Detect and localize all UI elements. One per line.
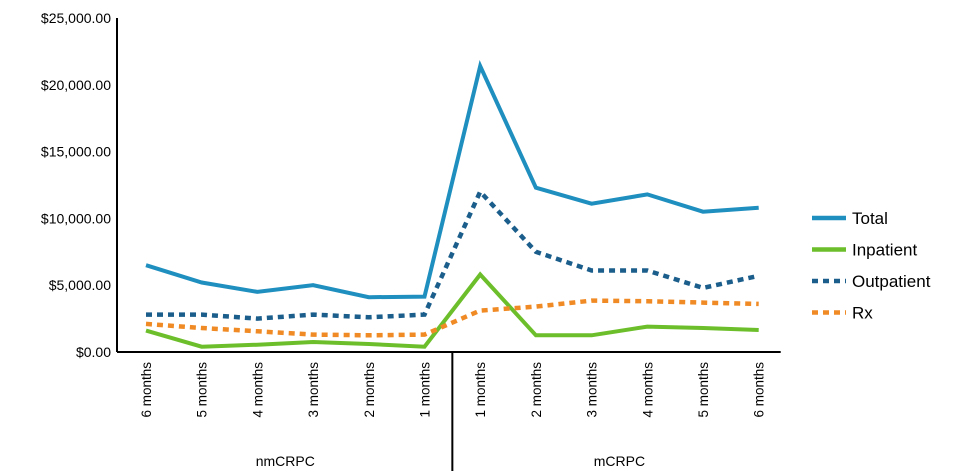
legend-label: Inpatient (852, 241, 917, 260)
series-lines (145, 60, 760, 349)
x-tick-label: 3 months (585, 362, 600, 418)
y-axis-ticks: $0.00 $5,000.00 $10,000.00 $15,000.00 $20,00… (41, 10, 111, 360)
category-group-label: mCRPC (594, 453, 645, 469)
series-line-outpatient (146, 187, 760, 321)
y-tick-label: $5,000.00 (49, 277, 111, 293)
x-tick-label: 1 months (418, 362, 433, 418)
x-tick-label: 5 months (195, 362, 210, 418)
x-tick-label: 2 months (362, 362, 377, 418)
category-groups: nmCRPC mCRPC (256, 352, 645, 471)
x-tick-label: 2 months (529, 362, 544, 418)
chart-legend: Total Inpatient Outpatient Rx (812, 209, 931, 323)
series-line-rx (145, 298, 759, 338)
legend-label: Rx (852, 304, 873, 323)
chart-axes (116, 18, 781, 353)
x-tick-label: 4 months (250, 362, 265, 418)
x-tick-label: 5 months (696, 362, 711, 418)
x-axis-ticks: 6 months 5 months 4 months 3 months 2 months… (139, 362, 767, 418)
x-tick-label: 4 months (640, 362, 655, 418)
x-tick-label: 6 months (752, 362, 767, 418)
x-tick-label: 1 months (473, 362, 488, 418)
series-line-total (145, 60, 759, 300)
y-tick-label: $0.00 (76, 344, 111, 360)
y-tick-label: $15,000.00 (41, 144, 111, 160)
legend-label: Outpatient (852, 272, 931, 291)
x-tick-label: 3 months (306, 362, 321, 418)
y-tick-label: $25,000.00 (41, 10, 111, 26)
x-tick-label: 6 months (139, 362, 154, 418)
y-tick-label: $20,000.00 (41, 77, 111, 93)
legend-label: Total (852, 209, 888, 228)
category-group-label: nmCRPC (256, 453, 315, 469)
series-line-inpatient (145, 271, 759, 349)
y-tick-label: $10,000.00 (41, 210, 111, 226)
